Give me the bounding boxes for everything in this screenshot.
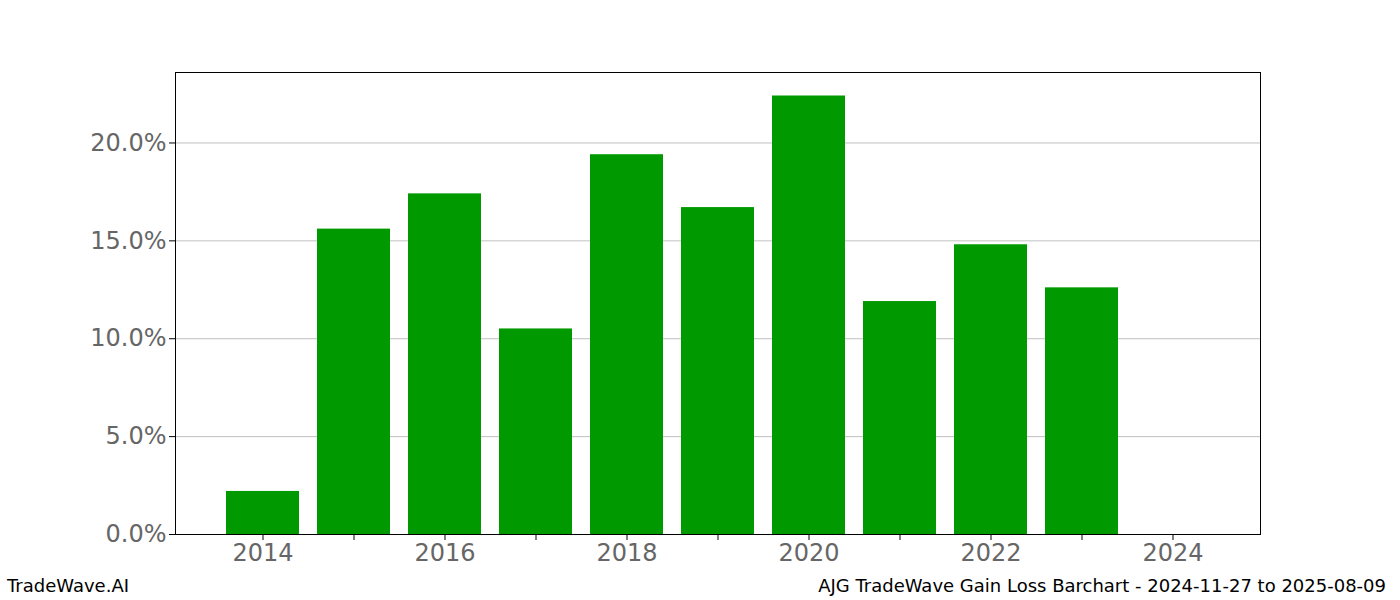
- svg-text:2014: 2014: [232, 539, 293, 567]
- svg-text:2022: 2022: [960, 539, 1021, 567]
- svg-text:2016: 2016: [414, 539, 475, 567]
- svg-text:2024: 2024: [1142, 539, 1203, 567]
- svg-text:10.0%: 10.0%: [90, 324, 166, 352]
- svg-text:15.0%: 15.0%: [90, 227, 166, 255]
- svg-text:20.0%: 20.0%: [90, 129, 166, 157]
- svg-text:2020: 2020: [778, 539, 839, 567]
- svg-text:0.0%: 0.0%: [106, 520, 167, 548]
- svg-text:5.0%: 5.0%: [106, 422, 167, 450]
- html-text:AJG TradeWave Gain Loss Barcha: AJG TradeWave Gain Loss Barchart - 2024-…: [818, 575, 1386, 596]
- html-text:TradeWave.AI: TradeWave.AI: [7, 575, 129, 596]
- svg-text:2018: 2018: [596, 539, 657, 567]
